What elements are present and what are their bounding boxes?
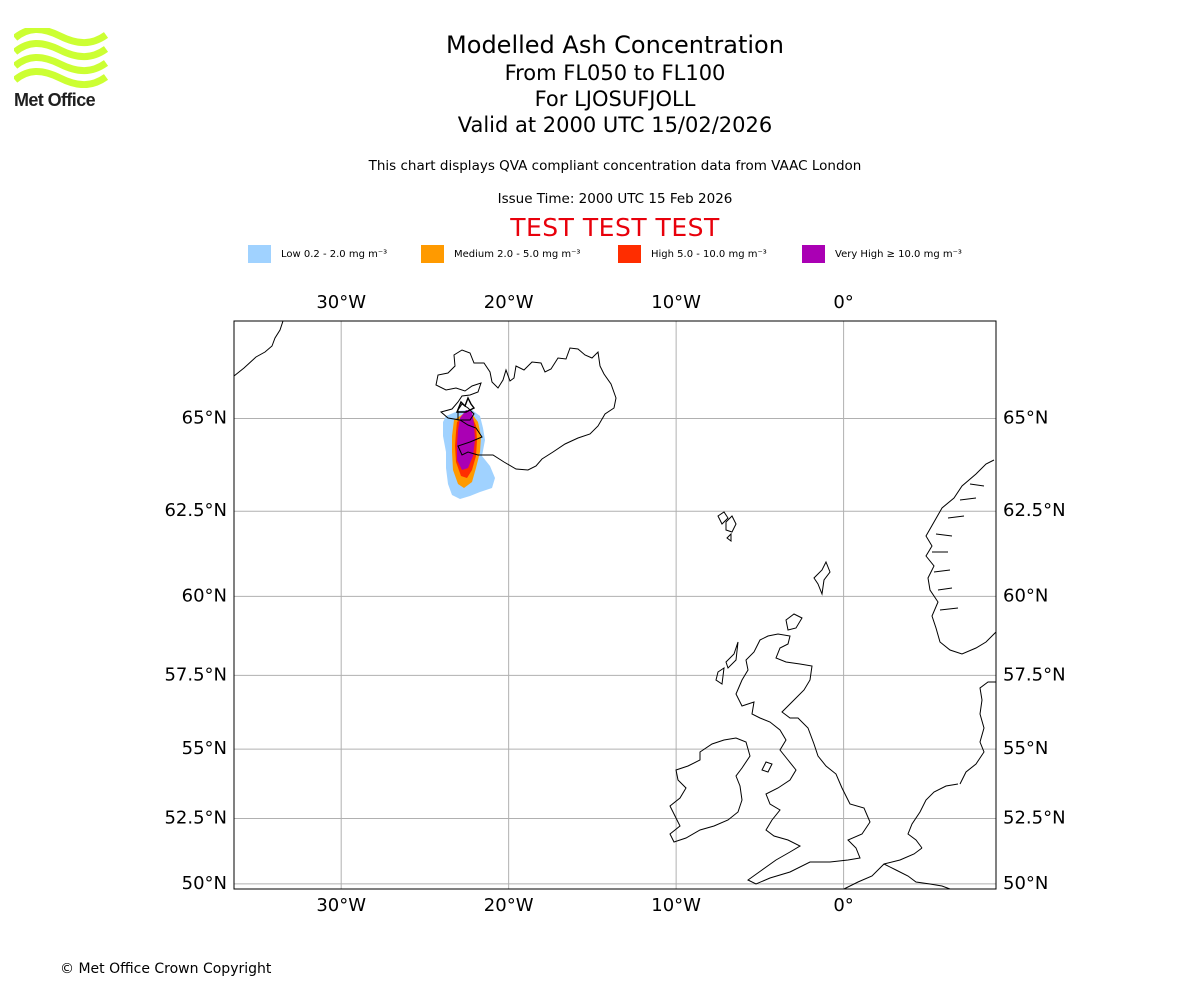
legend-label-high: High 5.0 - 10.0 mg m⁻³: [651, 248, 767, 260]
legend-swatch-very-high: [802, 245, 825, 263]
tick-label-lat-left: 62.5°N: [164, 500, 227, 521]
tick-label-lat-left: 50°N: [182, 873, 227, 894]
coastlines: [234, 321, 996, 889]
chart-title: Modelled Ash Concentration: [446, 31, 784, 59]
coastline-shetland: [813, 560, 831, 596]
chart-titles: Modelled Ash Concentration From FL050 to…: [315, 30, 915, 138]
coastline-faroe-3: [726, 532, 732, 542]
legend-item-medium: Medium 2.0 - 5.0 mg m⁻³: [421, 244, 580, 264]
legend-item-high: High 5.0 - 10.0 mg m⁻³: [618, 244, 767, 264]
tick-label-lon-bottom: 30°W: [316, 895, 366, 916]
map-frame: [233, 320, 997, 890]
coastline-great-britain: [735, 633, 871, 885]
legend-item-low: Low 0.2 - 2.0 mg m⁻³: [248, 244, 387, 264]
tick-label-lat-left: 60°N: [182, 585, 227, 606]
legend-item-very-high: Very High ≥ 10.0 mg m⁻³: [802, 244, 962, 264]
axis-tick-labels: 30°W 30°W 20°W 20°W 10°W 10°W 0° 0° 65°N 65°N 62.5…: [164, 292, 1065, 916]
legend-label-low: Low 0.2 - 2.0 mg m⁻³: [281, 248, 388, 260]
coastline-faroe-1: [717, 511, 729, 525]
tick-label-lat-right: 57.5°N: [1003, 664, 1066, 685]
met-office-logo-text: Met Office: [14, 90, 96, 110]
coastline-france-north: [843, 847, 923, 889]
coastline-orkney: [785, 613, 803, 631]
tick-label-lat-right: 65°N: [1003, 408, 1048, 429]
legend-label-very-high: Very High ≥ 10.0 mg m⁻³: [835, 248, 962, 260]
coastline-belgium-netherlands: [907, 783, 959, 849]
coastline-faroe-2: [725, 515, 737, 533]
tick-label-lon-top: 10°W: [651, 292, 701, 313]
volcano-marker-icon: [455, 396, 476, 413]
tick-label-lat-left: 65°N: [182, 408, 227, 429]
coastline-iceland: [435, 347, 617, 471]
chart-description: This chart displays QVA compliant concen…: [368, 158, 862, 174]
tick-label-lat-left: 57.5°N: [164, 664, 227, 685]
tick-label-lat-right: 52.5°N: [1003, 807, 1066, 828]
tick-label-lon-top: 30°W: [316, 292, 366, 313]
tick-label-lat-right: 60°N: [1003, 585, 1048, 606]
coastline-norway-fjords: [932, 483, 985, 611]
map-gridlines: [234, 321, 996, 889]
legend-swatch-high: [618, 245, 641, 263]
legend-swatch-low: [248, 245, 271, 263]
tick-label-lon-bottom: 20°W: [484, 895, 534, 916]
valid-time: Valid at 2000 UTC 15/02/2026: [457, 113, 773, 137]
copyright: © Met Office Crown Copyright: [60, 961, 272, 977]
tick-label-lat-left: 52.5°N: [164, 807, 227, 828]
met-office-logo: Met Office: [12, 26, 109, 112]
tick-label-lat-right: 62.5°N: [1003, 500, 1066, 521]
flight-level-range: From FL050 to FL100: [504, 61, 726, 85]
ash-plume: [443, 410, 495, 499]
issue-time: Issue Time: 2000 UTC 15 Feb 2026: [497, 191, 733, 207]
coastline-hebrides: [725, 641, 739, 669]
coastline-germany-denmark: [959, 681, 996, 785]
tick-label-lat-right: 50°N: [1003, 873, 1048, 894]
tick-label-lon-bottom: 0°: [833, 895, 853, 916]
coastline-isle-of-man: [761, 761, 773, 773]
tick-label-lon-bottom: 10°W: [651, 895, 701, 916]
tick-label-lat-right: 55°N: [1003, 738, 1048, 759]
met-office-waves-icon: [12, 26, 109, 89]
coastline-skye: [715, 666, 725, 685]
coastline-ireland: [669, 737, 751, 843]
coastline-norway: [925, 459, 996, 655]
tick-label-lat-left: 55°N: [182, 738, 227, 759]
tick-label-lon-top: 0°: [833, 292, 853, 313]
volcano-location: For LJOSUFJOLL: [534, 87, 696, 111]
legend-swatch-medium: [421, 245, 444, 263]
legend-label-medium: Medium 2.0 - 5.0 mg m⁻³: [454, 248, 581, 260]
coastline-benelux-border: [883, 863, 951, 889]
tick-label-lon-top: 20°W: [484, 292, 534, 313]
test-banner: TEST TEST TEST: [510, 213, 720, 242]
map-content: [234, 321, 996, 889]
coastline-greenland: [234, 321, 284, 377]
